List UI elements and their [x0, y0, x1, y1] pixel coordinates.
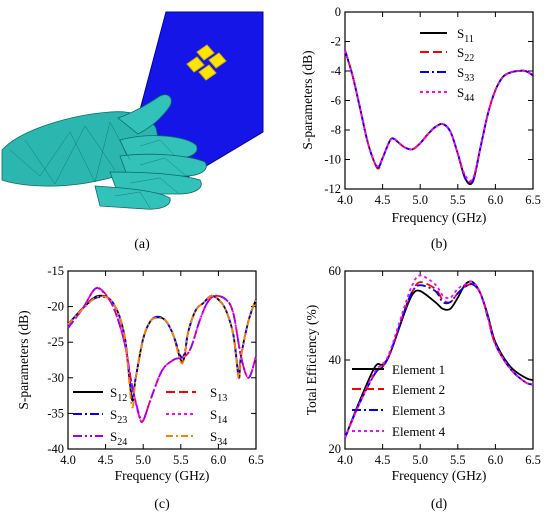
svg-text:S14: S14	[210, 407, 227, 426]
legend-c: S12 S13 S23 S14 S24 S34	[73, 385, 227, 448]
xlabel-d: Frequency (GHz)	[392, 468, 487, 483]
hand-phone-illustration	[1, 11, 264, 210]
caption-a: (a)	[134, 237, 150, 252]
xlabel-b: Frequency (GHz)	[392, 210, 487, 225]
legend-b: S11 S22 S33 S44	[420, 26, 474, 104]
svg-text:S22: S22	[457, 45, 474, 64]
caption-d: (d)	[431, 497, 448, 512]
plot-frame-c	[67, 270, 257, 450]
legend-d: Element 1 Element 2 Element 3 Element 4	[352, 362, 446, 439]
svg-text:S24: S24	[110, 429, 127, 448]
y-tick-label: -20	[47, 300, 64, 314]
x-tick-label: 6.0	[488, 453, 504, 467]
ylabel-d: Total Efficiency (%)	[304, 305, 319, 416]
caption-b: (b)	[431, 237, 448, 252]
y-tick-label: 20	[329, 442, 342, 456]
series-group-d	[344, 274, 534, 439]
ylabel-b: S-parameters (dB)	[300, 50, 315, 149]
y-tick-label: -30	[47, 371, 64, 385]
x-tick-label: 5.0	[412, 453, 428, 467]
x-tick-label: 4.5	[98, 453, 114, 467]
chart-b: 4.0 4.5 5.0 5.5 6.0 6.5 0 -2 -4 -6 -8 -10 -12 S11 S2…	[300, 5, 541, 225]
antenna-patches	[186, 44, 227, 81]
series-group-b	[344, 50, 534, 186]
series-group-c	[67, 286, 257, 424]
chart-c: 4.0 4.5 5.0 5.5 6.0 6.5 -15 -20 -25 -30 -35 -40 S12…	[16, 264, 264, 483]
y-tick-label: -35	[47, 406, 64, 420]
series-line-b-22	[344, 50, 534, 184]
ylabel-c: S-parameters (dB)	[16, 310, 31, 409]
svg-text:S23: S23	[110, 407, 127, 426]
series-line-c-13	[67, 286, 257, 424]
series-line-c-23	[67, 294, 257, 399]
thumb	[117, 94, 172, 135]
y-tick-label: -40	[47, 442, 64, 456]
finger-3	[109, 171, 202, 195]
axis-ticks-b: 4.0 4.5 5.0 5.5 6.0 6.5 0 -2 -4 -6 -8 -10 -12	[324, 5, 540, 207]
series-line-b-44	[344, 50, 534, 182]
x-tick-label: 6.0	[488, 193, 504, 207]
chart-d: 4.0 4.5 5.0 5.5 6.0 6.5 60 40 20 Element 1 Eleme…	[304, 264, 541, 483]
y-tick-label: 40	[329, 353, 342, 367]
x-tick-label: 4.0	[60, 453, 76, 467]
axis-ticks-d: 4.0 4.5 5.0 5.5 6.0 6.5 60 40 20	[329, 264, 541, 467]
y-tick-label: -8	[331, 123, 341, 137]
y-tick-label: -25	[47, 335, 64, 349]
y-tick-label: -4	[331, 64, 342, 78]
x-tick-label: 4.5	[375, 193, 391, 207]
svg-text:S33: S33	[457, 65, 474, 84]
finger-4	[94, 185, 171, 210]
svg-text:S12: S12	[110, 385, 127, 404]
y-tick-label: -2	[331, 35, 341, 49]
x-tick-label: 6.5	[525, 453, 541, 467]
y-tick-label: -6	[331, 94, 341, 108]
x-tick-label: 5.0	[412, 193, 428, 207]
xlabel-c: Frequency (GHz)	[115, 468, 210, 483]
y-tick-label: -10	[324, 153, 341, 167]
svg-text:S13: S13	[210, 385, 227, 404]
svg-text:Element 2: Element 2	[392, 382, 445, 397]
y-tick-label: -12	[324, 182, 341, 196]
svg-text:Element 1: Element 1	[392, 362, 445, 377]
y-tick-label: -15	[47, 264, 64, 278]
x-tick-label: 4.0	[337, 453, 353, 467]
series-line-b-11	[344, 50, 534, 186]
svg-text:S34: S34	[210, 429, 227, 448]
finger-2	[119, 153, 207, 179]
series-line-d-element-3	[344, 283, 534, 439]
mesh-lines	[9, 121, 186, 209]
svg-text:Element 3: Element 3	[392, 403, 445, 418]
x-tick-label: 5.5	[173, 453, 189, 467]
plot-frame-b	[344, 11, 534, 190]
x-tick-label: 5.5	[450, 453, 466, 467]
series-line-c-24	[67, 287, 257, 423]
x-tick-label: 6.5	[525, 193, 541, 207]
x-tick-label: 4.5	[375, 453, 391, 467]
series-line-c-34	[67, 294, 257, 409]
series-line-b-33	[344, 50, 534, 186]
series-line-c-14	[67, 286, 257, 424]
x-tick-label: 4.0	[337, 193, 353, 207]
svg-text:Element 4: Element 4	[392, 424, 446, 439]
series-line-c-12	[67, 294, 257, 402]
svg-text:S11: S11	[457, 26, 474, 45]
series-line-d-element-4	[344, 274, 534, 439]
svg-text:S44: S44	[457, 85, 474, 104]
x-tick-label: 6.0	[211, 453, 227, 467]
caption-c: (c)	[154, 497, 170, 512]
x-tick-label: 5.5	[450, 193, 466, 207]
x-tick-label: 6.5	[248, 453, 264, 467]
y-tick-label: 60	[329, 264, 342, 278]
axis-ticks-c: 4.0 4.5 5.0 5.5 6.0 6.5 -15 -20 -25 -30 -35 -40	[47, 264, 263, 467]
x-tick-label: 5.0	[135, 453, 151, 467]
y-tick-label: 0	[335, 5, 341, 19]
